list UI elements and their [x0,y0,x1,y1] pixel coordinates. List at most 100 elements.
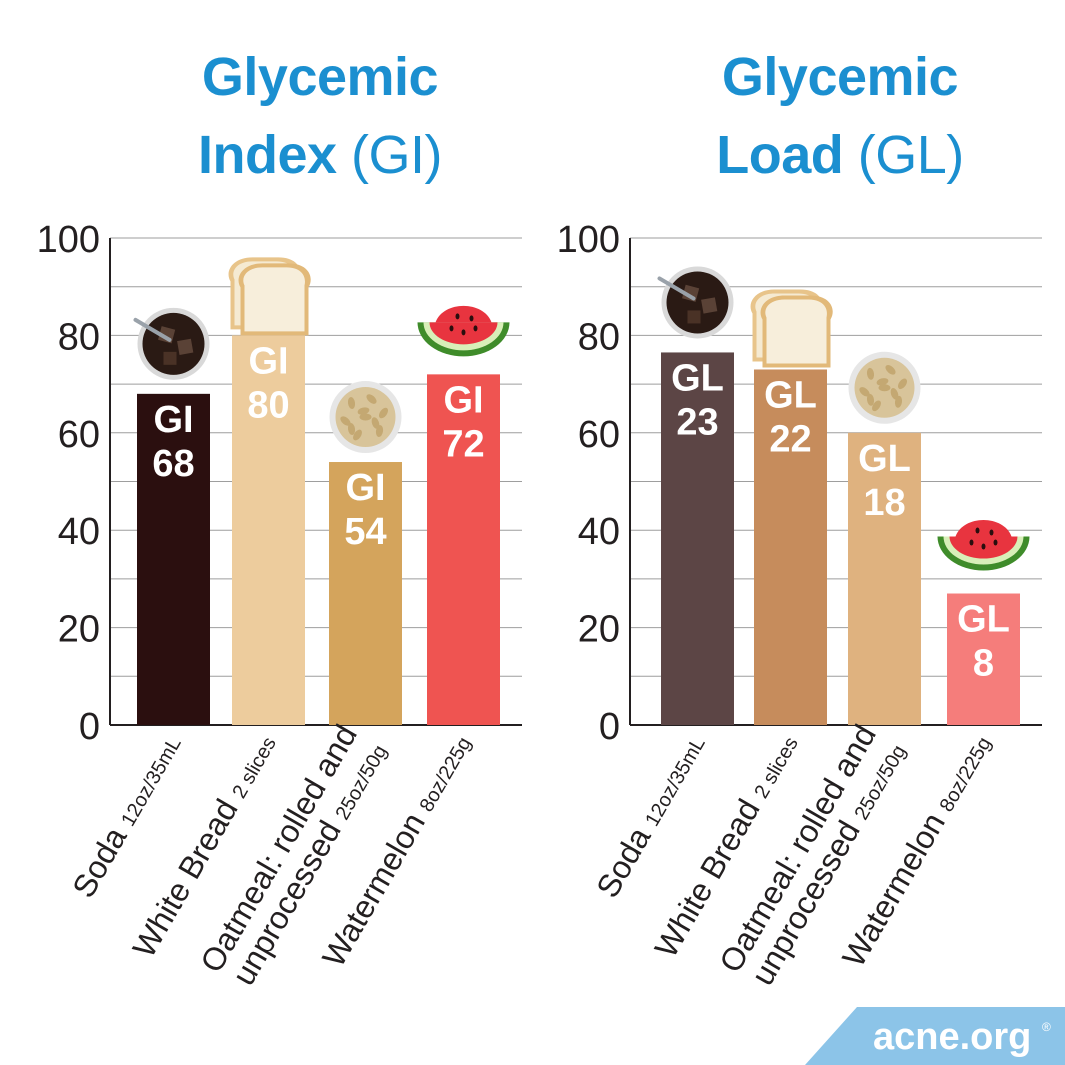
oat-flake [872,400,881,412]
oat-flake [340,416,351,426]
bar [947,593,1020,725]
y-tick-label: 40 [58,511,100,553]
oat-flake [866,367,875,380]
soda-liquid [666,271,729,334]
oat-flake [866,393,875,406]
bread-crumb-front [765,299,827,364]
melon-flesh-top [435,305,492,323]
ice-cube [177,338,194,355]
y-tick-label: 40 [578,511,620,553]
y-tick-label: 60 [58,414,100,456]
oat-flake [885,365,896,375]
y-tick-label: 20 [58,609,100,651]
bar-group: GL8 [937,520,1030,725]
category-serving: 8oz/225g [416,734,476,816]
melon-seed [993,539,998,546]
y-tick-label: 20 [578,609,620,651]
oat-flake [357,407,370,415]
y-tick-label: 100 [557,219,620,261]
bar [137,393,210,725]
bar-label-prefix: GI [248,340,288,382]
y-tick-label: 60 [578,414,620,456]
title-line-1: Glycemic [721,47,959,107]
y-tick-label: 80 [58,316,100,358]
chart-title-glycemic-load: Glycemic Load (GL) [630,38,1050,194]
bar-label-prefix: GI [345,467,385,509]
bar-label-prefix: GI [443,379,483,421]
oatmeal-bowl-icon [848,351,921,424]
oat-flake [353,429,362,441]
melon-seed [969,539,974,546]
bar [848,432,921,725]
registered-mark: ® [1042,1020,1051,1034]
category-serving: 12oz/35mL [117,734,186,831]
melon-seed [469,315,474,322]
bar [661,352,734,725]
ice-cube [701,297,718,314]
title-line-2: Index (GI) [110,116,530,194]
oat-flake [897,378,908,390]
bar-label-prefix: GL [671,357,724,399]
title-line-2: Load (GL) [630,116,1050,194]
bar-label-prefix: GL [764,374,817,416]
y-tick-label: 100 [37,219,100,261]
melon-seed [455,313,460,320]
bread-crumb-front [243,267,305,332]
bar-label-value: 22 [769,418,811,460]
oat-flake [347,423,356,435]
logo-text: acne.org [873,1016,1031,1058]
melon-flesh-top [955,520,1012,537]
category-serving: 12oz/35mL [641,734,710,831]
oat-flake [378,407,389,419]
bar [427,374,500,725]
oat-flake [859,387,870,397]
bar-label-value: 8 [973,643,994,685]
ice-cube [163,351,177,365]
melon-seed [989,529,994,536]
melon-seed [449,325,454,332]
title-word: Index [197,125,337,185]
straw [657,276,696,301]
title-abbrev: (GI) [351,125,443,185]
bar-label-value: 23 [676,401,718,443]
ice-cube [687,310,701,324]
watermelon-slice-icon [417,305,510,357]
watermelon-slice-icon [937,520,1030,571]
melon-seed [473,325,478,332]
bar-label-prefix: GL [957,599,1010,641]
oat-flake [890,388,899,400]
title-word: Load [716,125,844,185]
category-serving: 2 slices [750,734,802,803]
bar-label-value: 80 [247,384,289,426]
oat-flake [366,394,377,404]
soda-glass-icon [133,307,210,380]
melon-seed [975,527,980,534]
bread-slices-icon [750,289,833,368]
bar [754,369,827,725]
logo-banner [805,1007,1065,1065]
oat-flake [371,417,380,429]
chart-title-glycemic-index: Glycemic Index (GI) [110,38,530,194]
oatmeal-bowl-icon [329,381,402,454]
title-abbrev: (GL) [857,125,965,185]
oat-flake [876,378,889,386]
oat-flake [359,413,372,421]
y-tick-label: 0 [599,706,620,748]
soda-liquid [142,312,205,375]
y-tick-label: 0 [79,706,100,748]
bread-slices-icon [228,257,311,336]
category-name: Soda [589,813,662,903]
bar [329,462,402,725]
melon-seed [461,329,466,336]
bar-label-prefix: GI [153,399,193,441]
bar-label-value: 68 [152,443,194,485]
melon-seed [981,543,986,550]
